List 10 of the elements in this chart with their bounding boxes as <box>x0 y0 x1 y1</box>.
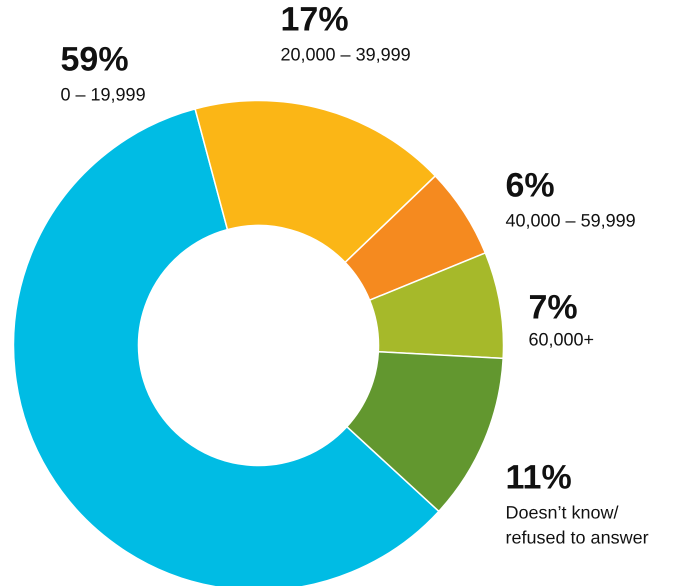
data-label: 11% <box>506 458 572 496</box>
data-label: 17% <box>280 0 349 38</box>
data-label: 7% <box>528 288 578 326</box>
slice-label: Doesn’t know/ refused to answer <box>506 502 649 548</box>
data-label: 59% <box>60 40 129 78</box>
slice-label: 20,000 – 39,999 <box>280 44 411 64</box>
slice-label: 40,000 – 59,999 <box>506 210 636 230</box>
slice-label: 0 – 19,999 <box>60 84 146 104</box>
slice-label: 60,000+ <box>528 330 594 350</box>
data-label: 6% <box>506 166 555 204</box>
